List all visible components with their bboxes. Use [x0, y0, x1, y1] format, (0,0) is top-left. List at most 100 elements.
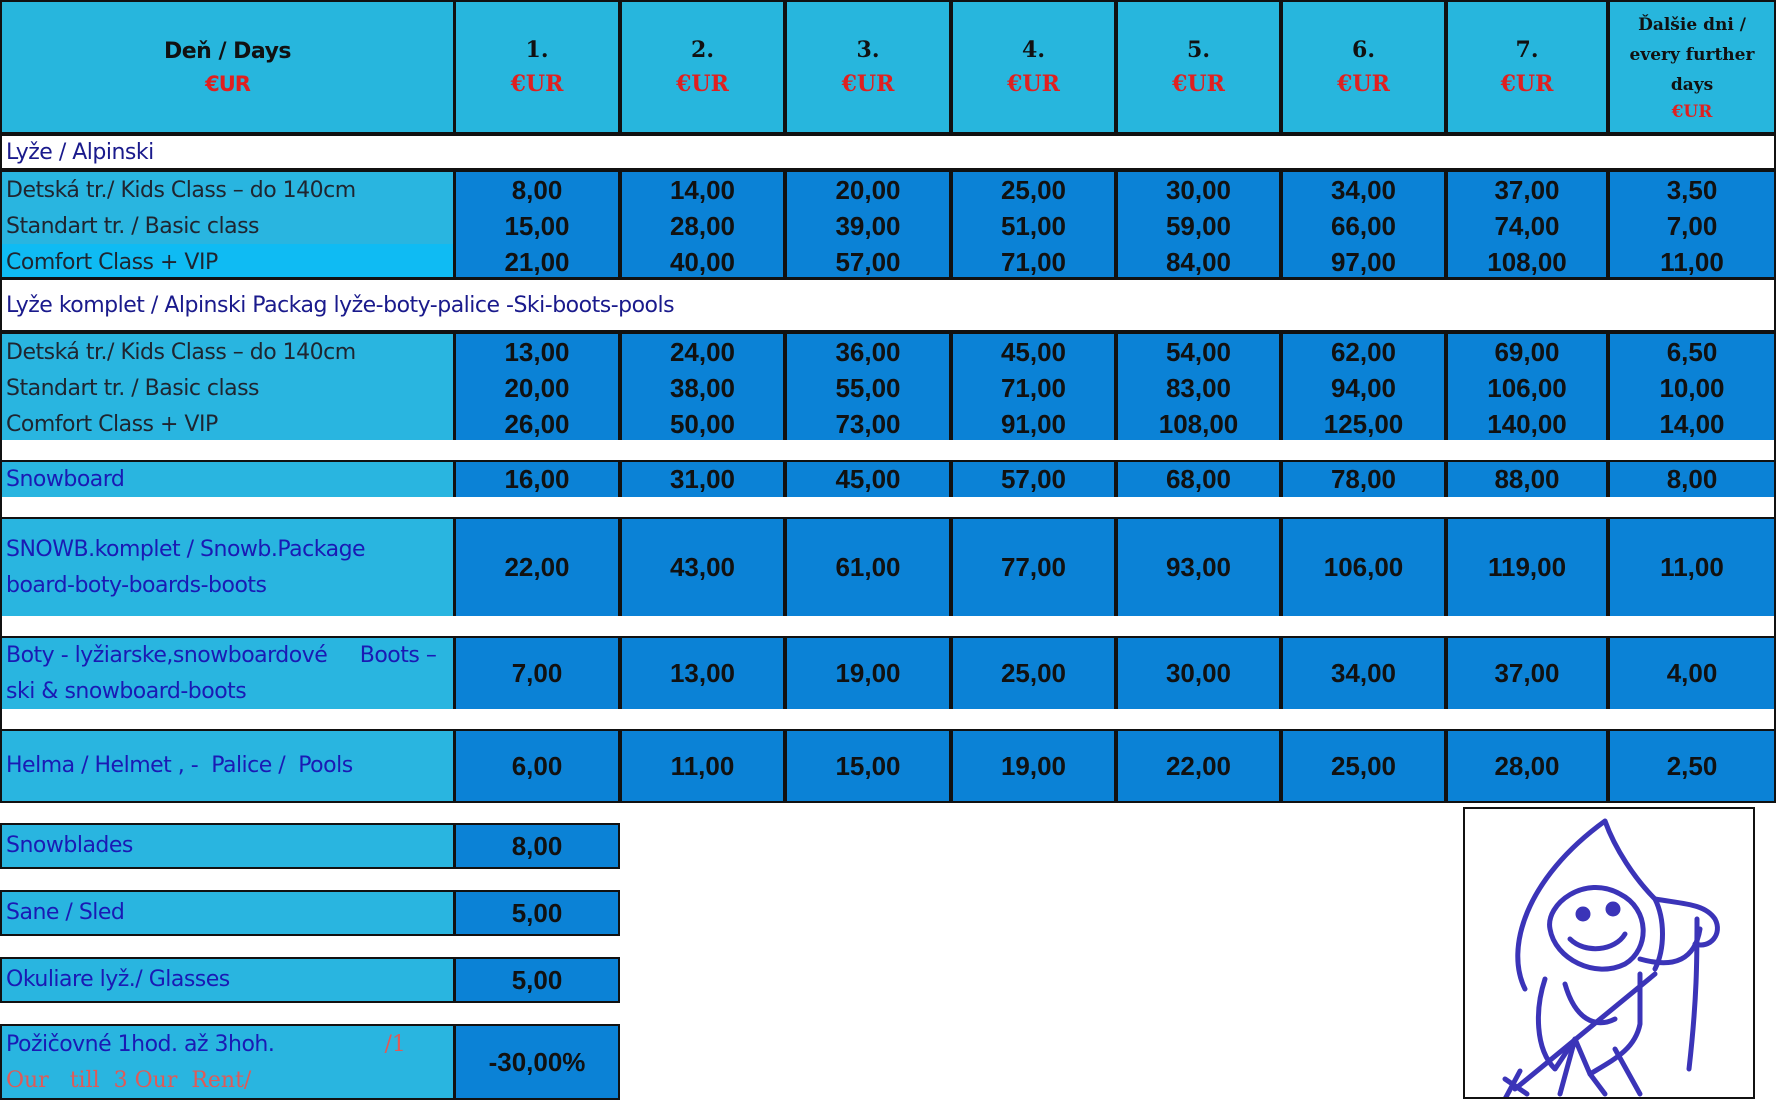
- alpine-value-column: 37,00 74,00 108,00: [1446, 170, 1608, 280]
- package-value: 106,00: [1487, 372, 1567, 403]
- alpine-value: 15,00: [504, 210, 570, 241]
- boots-value: 4,00: [1666, 658, 1718, 688]
- snowboard-value: 45,00: [835, 464, 901, 494]
- header-further-currency: €UR: [1671, 102, 1713, 122]
- spacer: [0, 616, 1776, 638]
- mascot-frame: [1463, 807, 1755, 1101]
- single-item-value-cell: 5,00: [454, 890, 620, 936]
- helmet-value: 6,00: [511, 750, 563, 781]
- alpine-value-cell: 71,00: [953, 244, 1114, 280]
- package-value-cell: 24,00: [622, 334, 783, 370]
- package-value-cell: 38,00: [622, 370, 783, 406]
- boots-value: 30,00: [1165, 658, 1232, 688]
- helmet-value-cell: 28,00: [1446, 729, 1608, 803]
- header-day-7-cell: 7. €UR: [1446, 0, 1608, 134]
- snowboard-package-value: 77,00: [1000, 552, 1067, 582]
- header-further-days-cell: Ďalšie dni / every further days €UR: [1608, 0, 1776, 134]
- header-day-number: 5.: [1187, 37, 1210, 63]
- alpine-value-cell: 57,00: [787, 244, 949, 280]
- single-item-label-cell: Okuliare lyž./ Glasses: [0, 957, 455, 1003]
- package-value-cell: 140,00: [1448, 406, 1606, 442]
- hourly-rent-label-english: Our till 3 Our Rent/: [6, 1067, 252, 1093]
- boots-label-line2: ski & snowboard-boots: [6, 678, 247, 704]
- header-day-2-cell: 2. €UR: [620, 0, 785, 134]
- package-value: 69,00: [1494, 336, 1560, 367]
- alpine-value-column: 3,50 7,00 11,00: [1608, 170, 1776, 280]
- section-alpine-package: Lyže komplet / Alpinski Packag lyže-boty…: [0, 277, 1776, 333]
- alpine-value: 30,00: [1165, 174, 1232, 205]
- snowboard-value-cell: 31,00: [620, 460, 785, 499]
- package-labels: Detská tr./ Kids Class – do 140cm Standar…: [0, 332, 455, 442]
- alpine-value-cell: 30,00: [1118, 172, 1279, 208]
- package-value: 91,00: [1000, 408, 1067, 439]
- snowboard-label: Snowboard: [6, 466, 125, 492]
- package-row-label-text: Detská tr./ Kids Class – do 140cm: [6, 339, 356, 365]
- helmet-value: 25,00: [1330, 750, 1397, 781]
- snowboard-value-cell: 8,00: [1608, 460, 1776, 499]
- snowboard-package-value-cell: 22,00: [454, 517, 620, 618]
- spacer: [0, 440, 1776, 462]
- single-item-label: Sane / Sled: [6, 900, 125, 925]
- alpine-value-cell: 21,00: [456, 244, 618, 280]
- package-value: 45,00: [1000, 336, 1067, 367]
- alpine-value-cell: 25,00: [953, 172, 1114, 208]
- snowboard-value-cell: 68,00: [1116, 460, 1281, 499]
- package-value-cell: 91,00: [953, 406, 1114, 442]
- snowboard-value: 31,00: [669, 464, 736, 494]
- package-value-column: 13,00 20,00 26,00: [454, 332, 620, 442]
- alpine-value: 28,00: [669, 210, 736, 241]
- package-value-cell: 71,00: [953, 370, 1114, 406]
- header-day-5-cell: 5. €UR: [1116, 0, 1281, 134]
- boots-label-cell: Boty - lyžiarske,snowboardové Boots – ski…: [0, 636, 455, 711]
- package-value: 24,00: [669, 336, 736, 367]
- boots-value-cell: 30,00: [1116, 636, 1281, 711]
- alpine-value: 37,00: [1494, 174, 1560, 205]
- helmet-value-cell: 15,00: [785, 729, 951, 803]
- header-day-currency: €UR: [841, 71, 895, 97]
- boots-value: 13,00: [669, 658, 736, 688]
- package-value: 108,00: [1158, 408, 1239, 439]
- header-day-1-cell: 1. €UR: [454, 0, 620, 134]
- header-day-3-cell: 3. €UR: [785, 0, 951, 134]
- snowboard-package-value: 11,00: [1660, 552, 1724, 582]
- package-value: 94,00: [1330, 372, 1397, 403]
- alpine-value: 20,00: [835, 174, 901, 205]
- alpine-value-cell: 84,00: [1118, 244, 1279, 280]
- header-day-number: 7.: [1515, 37, 1539, 63]
- alpine-value-cell: 7,00: [1610, 208, 1774, 244]
- alpine-row-label: Detská tr./ Kids Class – do 140cm: [2, 172, 453, 208]
- snowboard-package-value-cell: 11,00: [1608, 517, 1776, 618]
- alpine-row-label-text: Standart tr. / Basic class: [6, 213, 260, 239]
- boots-value-cell: 13,00: [620, 636, 785, 711]
- alpine-value-column: 34,00 66,00 97,00: [1281, 170, 1446, 280]
- alpine-value: 74,00: [1494, 210, 1560, 241]
- package-value-cell: 45,00: [953, 334, 1114, 370]
- package-value-cell: 69,00: [1448, 334, 1606, 370]
- alpine-value: 14,00: [669, 174, 736, 205]
- snowboard-package-value: 119,00: [1487, 552, 1567, 582]
- boots-value-cell: 34,00: [1281, 636, 1446, 711]
- package-value: 71,00: [1000, 372, 1067, 403]
- package-value: 62,00: [1330, 336, 1397, 367]
- snowboard-value-cell: 88,00: [1446, 460, 1608, 499]
- package-value-cell: 10,00: [1610, 370, 1774, 406]
- spacer: [0, 497, 1776, 519]
- alpine-value: 3,50: [1666, 174, 1718, 205]
- snowboard-package-label: SNOWB.komplet / Snowb.Package: [6, 536, 366, 562]
- alpine-value-cell: 34,00: [1283, 172, 1444, 208]
- boots-value: 34,00: [1330, 658, 1397, 688]
- package-value-column: 62,00 94,00 125,00: [1281, 332, 1446, 442]
- helmet-value-cell: 19,00: [951, 729, 1116, 803]
- single-item-label-cell: Snowblades: [0, 823, 455, 869]
- alpine-row-label: Standart tr. / Basic class: [2, 208, 453, 244]
- alpine-value-cell: 39,00: [787, 208, 949, 244]
- header-day-currency: €UR: [1337, 71, 1390, 97]
- alpine-value: 34,00: [1330, 174, 1397, 205]
- alpine-value-cell: 40,00: [622, 244, 783, 280]
- alpine-value-cell: 97,00: [1283, 244, 1444, 280]
- header-further-line3: days: [1670, 75, 1714, 95]
- helmet-value-cell: 11,00: [620, 729, 785, 803]
- section-alpine-title: Lyže / Alpinski: [6, 139, 154, 165]
- snowboard-package-value: 93,00: [1165, 552, 1232, 582]
- single-item-value-cell: 5,00: [454, 957, 620, 1003]
